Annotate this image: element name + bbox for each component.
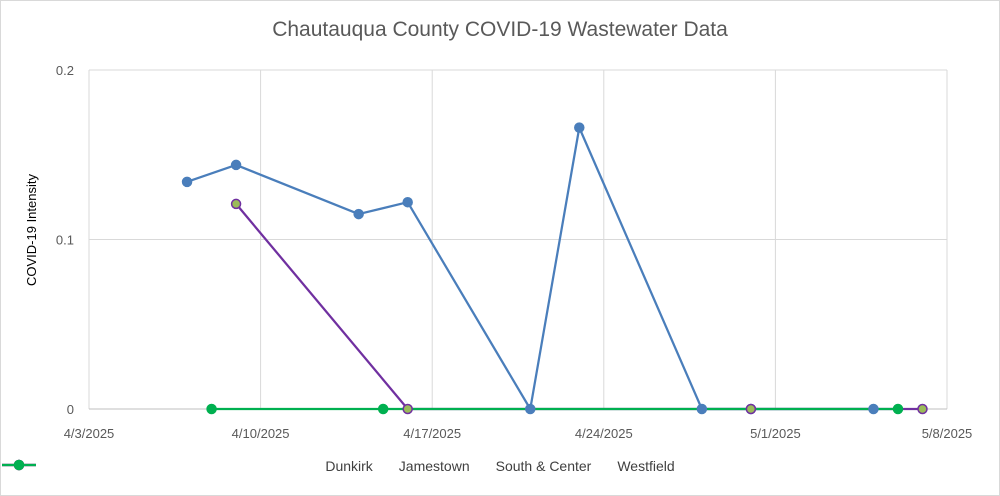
y-axis-title: COVID-19 Intensity (24, 174, 39, 286)
data-point (402, 196, 413, 208)
x-tick-label: 5/1/2025 (750, 426, 801, 441)
x-tick-label: 4/17/2025 (403, 426, 461, 441)
data-point (377, 403, 389, 415)
series-line-south-center (235, 203, 923, 411)
legend-swatch (2, 459, 36, 471)
x-tick-label: 4/24/2025 (575, 426, 633, 441)
data-point (230, 159, 242, 171)
data-point (353, 208, 364, 220)
data-point (696, 403, 708, 415)
data-point (574, 122, 585, 133)
data-point (206, 403, 217, 415)
legend-label: Jamestown (398, 458, 470, 474)
data-point (402, 403, 413, 415)
gridlines (88, 69, 948, 410)
series-markers (181, 122, 928, 415)
legend: Dunkirk Jamestown South & Center Westfield (0, 458, 1000, 474)
legend-item: Jamestown (2, 458, 470, 474)
legend-label: Dunkirk (325, 458, 373, 474)
x-tick-label: 4/3/2025 (64, 426, 115, 441)
y-tick-label: 0.2 (56, 63, 74, 78)
series-lines (186, 126, 923, 411)
legend-label: South & Center (495, 458, 592, 474)
data-point (745, 403, 757, 415)
y-tick-labels: 0 0.1 0.2 (56, 63, 74, 417)
data-point (868, 403, 879, 415)
y-tick-label: 0.1 (56, 233, 74, 248)
x-tick-labels: 4/3/2025 4/10/2025 4/17/2025 4/24/2025 5/1/2… (64, 426, 973, 441)
legend-item: South & Center (2, 458, 592, 474)
legend-item: Dunkirk (2, 458, 373, 474)
x-tick-label: 5/8/2025 (922, 426, 973, 441)
legend-item: Westfield (2, 458, 675, 474)
chart-title: Chautauqua County COVID-19 Wastewater Da… (272, 18, 728, 41)
data-point (892, 403, 904, 415)
x-tick-label: 4/10/2025 (232, 426, 290, 441)
legend-label: Westfield (617, 458, 675, 474)
data-point (230, 198, 242, 210)
y-tick-label: 0 (67, 402, 74, 417)
data-point (525, 403, 536, 415)
data-point (917, 403, 928, 415)
data-point (181, 176, 193, 188)
